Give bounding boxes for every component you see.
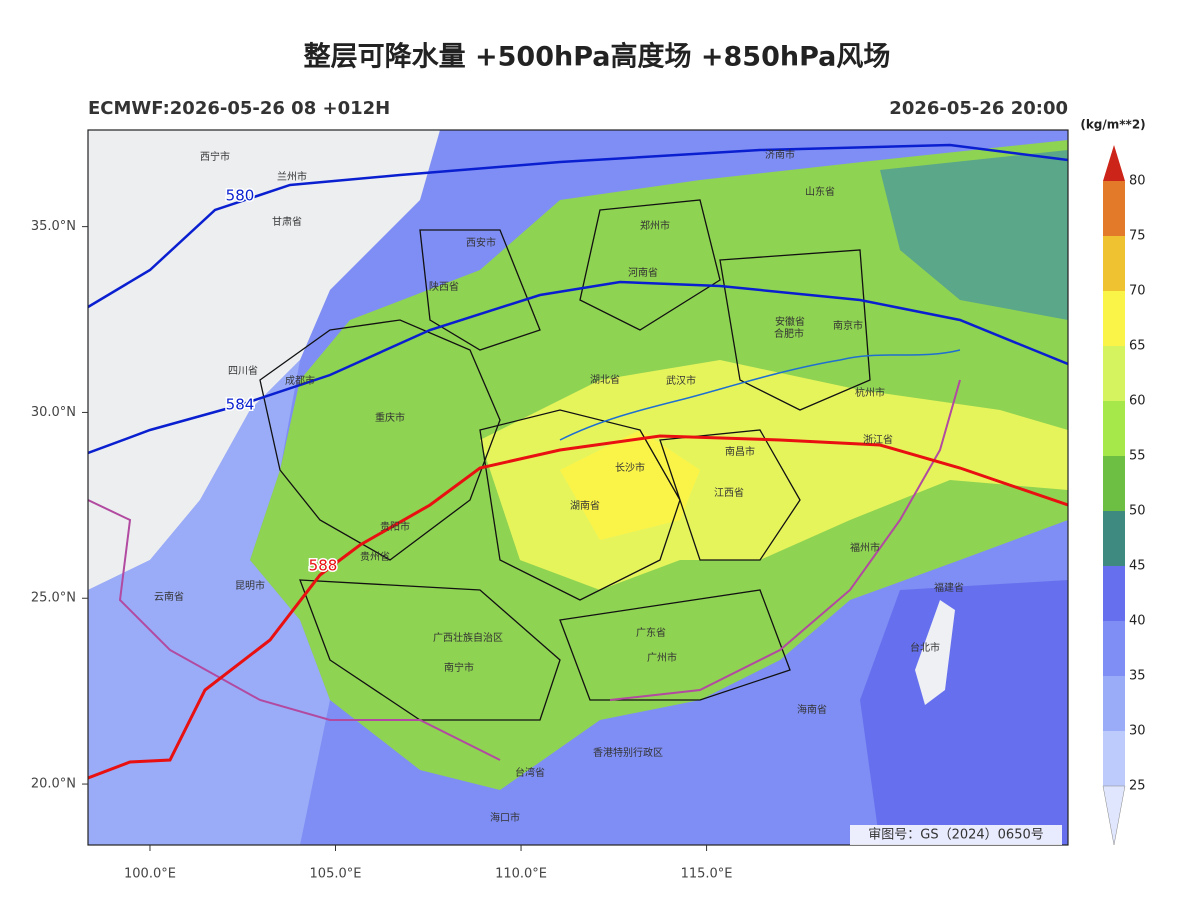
contour-label: 588 bbox=[309, 557, 338, 575]
place-label: 海南省 bbox=[797, 703, 827, 716]
place-label: 武汉市 bbox=[666, 374, 696, 387]
place-label: 湖北省 bbox=[590, 373, 620, 386]
colorbar-box bbox=[1103, 731, 1125, 786]
colorbar-label: 70 bbox=[1129, 284, 1146, 299]
place-label: 台北市 bbox=[910, 641, 940, 654]
place-label: 香港特别行政区 bbox=[593, 746, 663, 759]
colorbar-box bbox=[1103, 181, 1125, 236]
place-label: 海口市 bbox=[490, 811, 520, 824]
map-title: 整层可降水量 +500hPa高度场 +850hPa风场 bbox=[304, 41, 891, 73]
place-label: 南京市 bbox=[833, 319, 863, 332]
place-label: 南昌市 bbox=[725, 445, 755, 458]
place-label: 陕西省 bbox=[429, 280, 459, 293]
x-tick-label: 100.0°E bbox=[124, 867, 176, 882]
x-tick-label: 110.0°E bbox=[495, 867, 547, 882]
colorbar-label: 55 bbox=[1129, 449, 1146, 464]
place-label: 合肥市 bbox=[774, 327, 804, 340]
colorbar-box bbox=[1103, 511, 1125, 566]
place-label: 杭州市 bbox=[855, 386, 885, 399]
place-label: 贵阳市 bbox=[380, 520, 410, 533]
place-label: 济南市 bbox=[765, 148, 795, 161]
colorbar-label: 25 bbox=[1129, 779, 1146, 794]
colorbar-under bbox=[1102, 785, 1126, 846]
colorbar-box bbox=[1103, 456, 1125, 511]
contour-line bbox=[88, 143, 1068, 309]
y-tick-label: 20.0°N bbox=[31, 777, 76, 792]
place-label: 广西壮族自治区 bbox=[433, 631, 503, 644]
place-label: 甘肃省 bbox=[272, 215, 302, 228]
place-label: 昆明市 bbox=[235, 579, 265, 592]
contour-line bbox=[88, 434, 1068, 780]
x-tick-label: 105.0°E bbox=[310, 867, 362, 882]
place-label: 江西省 bbox=[714, 486, 744, 499]
map-frame bbox=[87, 129, 1069, 846]
place-label: 云南省 bbox=[154, 590, 184, 603]
colorbar-box bbox=[1103, 346, 1125, 401]
colorbar-label: 60 bbox=[1129, 394, 1146, 409]
taiwan-island bbox=[915, 600, 955, 705]
colorbar-box bbox=[1103, 291, 1125, 346]
place-label: 郑州市 bbox=[640, 219, 670, 232]
colorbar-label: 30 bbox=[1129, 724, 1146, 739]
place-label: 贵州省 bbox=[360, 550, 390, 563]
colorbar-label: 35 bbox=[1129, 669, 1146, 684]
coastline-borders bbox=[88, 379, 961, 761]
place-label: 成都市 bbox=[285, 374, 315, 387]
contour-label: 584 bbox=[226, 396, 255, 414]
place-label: 山东省 bbox=[805, 185, 835, 198]
place-label: 兰州市 bbox=[277, 170, 307, 183]
colorbar-box bbox=[1103, 566, 1125, 621]
approval-number: 审图号：GS（2024）0650号 bbox=[868, 828, 1044, 843]
approval-box bbox=[850, 825, 1062, 845]
place-label: 安徽省 bbox=[775, 315, 805, 328]
colorbar-over bbox=[1103, 145, 1125, 181]
field-light bbox=[88, 360, 330, 845]
colorbar-box bbox=[1103, 621, 1125, 676]
y-tick-label: 35.0°N bbox=[31, 219, 76, 234]
place-label: 湖南省 bbox=[570, 499, 600, 512]
place-label: 河南省 bbox=[628, 266, 658, 279]
model-info: ECMWF:2026-05-26 08 +012H bbox=[88, 98, 390, 119]
colorbar-label: 80 bbox=[1129, 174, 1146, 189]
valid-time: 2026-05-26 20:00 bbox=[889, 98, 1068, 119]
colorbar-label: 45 bbox=[1129, 559, 1146, 574]
colorbar-label: 50 bbox=[1129, 504, 1146, 519]
colorbar-label: 40 bbox=[1129, 614, 1146, 629]
colorbar-box bbox=[1103, 236, 1125, 291]
y-tick-label: 30.0°N bbox=[31, 405, 76, 420]
province-borders bbox=[259, 199, 871, 721]
colorbar-box bbox=[1103, 676, 1125, 731]
place-label: 福州市 bbox=[850, 541, 880, 554]
place-label: 浙江省 bbox=[863, 433, 893, 446]
colorbar-label: 65 bbox=[1129, 339, 1146, 354]
place-label: 南宁市 bbox=[444, 661, 474, 674]
place-label: 重庆市 bbox=[375, 411, 405, 424]
colorbar-box bbox=[1103, 401, 1125, 456]
place-label: 福建省 bbox=[934, 581, 964, 594]
place-label: 四川省 bbox=[228, 364, 258, 377]
place-label: 广州市 bbox=[647, 651, 677, 664]
contour-line bbox=[88, 280, 1068, 455]
place-label: 台湾省 bbox=[515, 766, 545, 779]
place-label: 长沙市 bbox=[615, 461, 645, 474]
colorbar-unit: (kg/m**2) bbox=[1080, 118, 1145, 132]
field-teal bbox=[880, 150, 1068, 320]
contour-label: 580 bbox=[226, 187, 255, 205]
place-label: 广东省 bbox=[636, 626, 666, 639]
place-label: 西宁市 bbox=[200, 150, 230, 163]
colorbar: 25 30 35 40 45 50 55 60 65 70 75 80 bbox=[1102, 145, 1146, 846]
field-ocean bbox=[860, 580, 1068, 845]
y-tick-label: 25.0°N bbox=[31, 591, 76, 606]
rivers bbox=[559, 349, 961, 441]
field-wettest bbox=[560, 430, 700, 540]
colorbar-label: 75 bbox=[1129, 229, 1146, 244]
place-label: 西安市 bbox=[466, 236, 496, 249]
x-tick-label: 115.0°E bbox=[681, 867, 733, 882]
